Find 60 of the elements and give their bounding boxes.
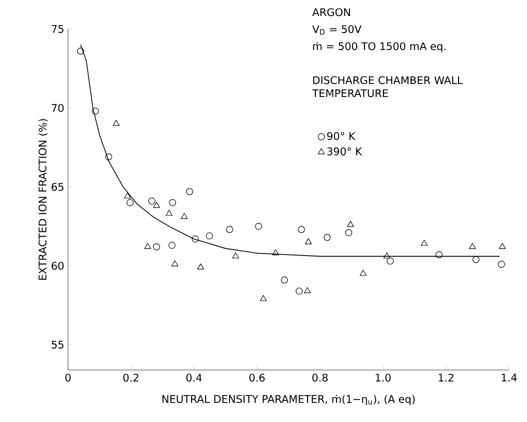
point — [272, 249, 279, 256]
y-tick-label: 60 — [52, 262, 64, 270]
point — [360, 270, 367, 276]
point — [112, 120, 120, 126]
point — [144, 242, 152, 249]
point — [124, 192, 131, 198]
point — [168, 242, 176, 249]
point — [206, 232, 213, 240]
point — [472, 256, 480, 263]
point — [192, 235, 199, 242]
point — [498, 242, 506, 249]
point — [186, 188, 194, 196]
point — [345, 229, 352, 236]
point — [347, 220, 354, 227]
x-axis-title: NEUTRAL DENSITY PARAMETER, ṁ(1−η$_{u}$), (A eq) — [162, 394, 415, 406]
point — [171, 260, 178, 266]
point — [498, 260, 505, 268]
annotation: V$_{D}$ = 50V — [312, 25, 362, 35]
point — [226, 226, 234, 233]
point — [304, 287, 311, 294]
point — [383, 252, 390, 258]
point — [436, 251, 443, 258]
y-tick-label: 75 — [52, 25, 64, 33]
point — [298, 226, 305, 233]
point — [180, 212, 188, 219]
point — [280, 276, 288, 284]
point — [469, 242, 476, 249]
point — [126, 199, 134, 206]
point — [166, 210, 173, 216]
point — [324, 234, 331, 241]
point — [296, 288, 303, 295]
point — [105, 153, 112, 160]
legend-title: DISCHARGE CHAMBER WALL TEMPERATURE — [312, 76, 463, 98]
point — [255, 222, 262, 230]
x-tick-label: 0 — [65, 374, 71, 382]
point — [304, 238, 312, 244]
y-tick-label: 55 — [52, 340, 64, 349]
x-tick-label: 1.0 — [376, 374, 391, 382]
x-tick-label: 1.4 — [502, 374, 517, 382]
point — [197, 263, 204, 270]
point — [77, 48, 84, 55]
point — [260, 295, 267, 302]
annotation: ṁ = 500 TO 1500 mA eq. — [313, 42, 446, 52]
x-tick-label: 0.2 — [123, 374, 138, 382]
point — [386, 258, 394, 265]
x-tick-label: 0.6 — [249, 374, 265, 382]
text: ARGON — [312, 8, 350, 16]
x-tick-label: 0.4 — [186, 374, 202, 382]
point — [420, 240, 428, 246]
x-tick-label: 0.8 — [312, 374, 328, 382]
point — [153, 243, 160, 250]
point — [232, 252, 239, 258]
y-tick-label: 65 — [52, 182, 64, 191]
point — [169, 199, 176, 206]
point — [92, 108, 99, 115]
legend-label: 390° K — [327, 147, 362, 156]
legend-label: 90° K — [327, 132, 356, 140]
y-tick-label: 70 — [52, 104, 64, 112]
y-axis-title: EXTRACTED ION FRACTION (%) — [38, 119, 48, 280]
x-tick-label: 1.2 — [438, 374, 454, 382]
